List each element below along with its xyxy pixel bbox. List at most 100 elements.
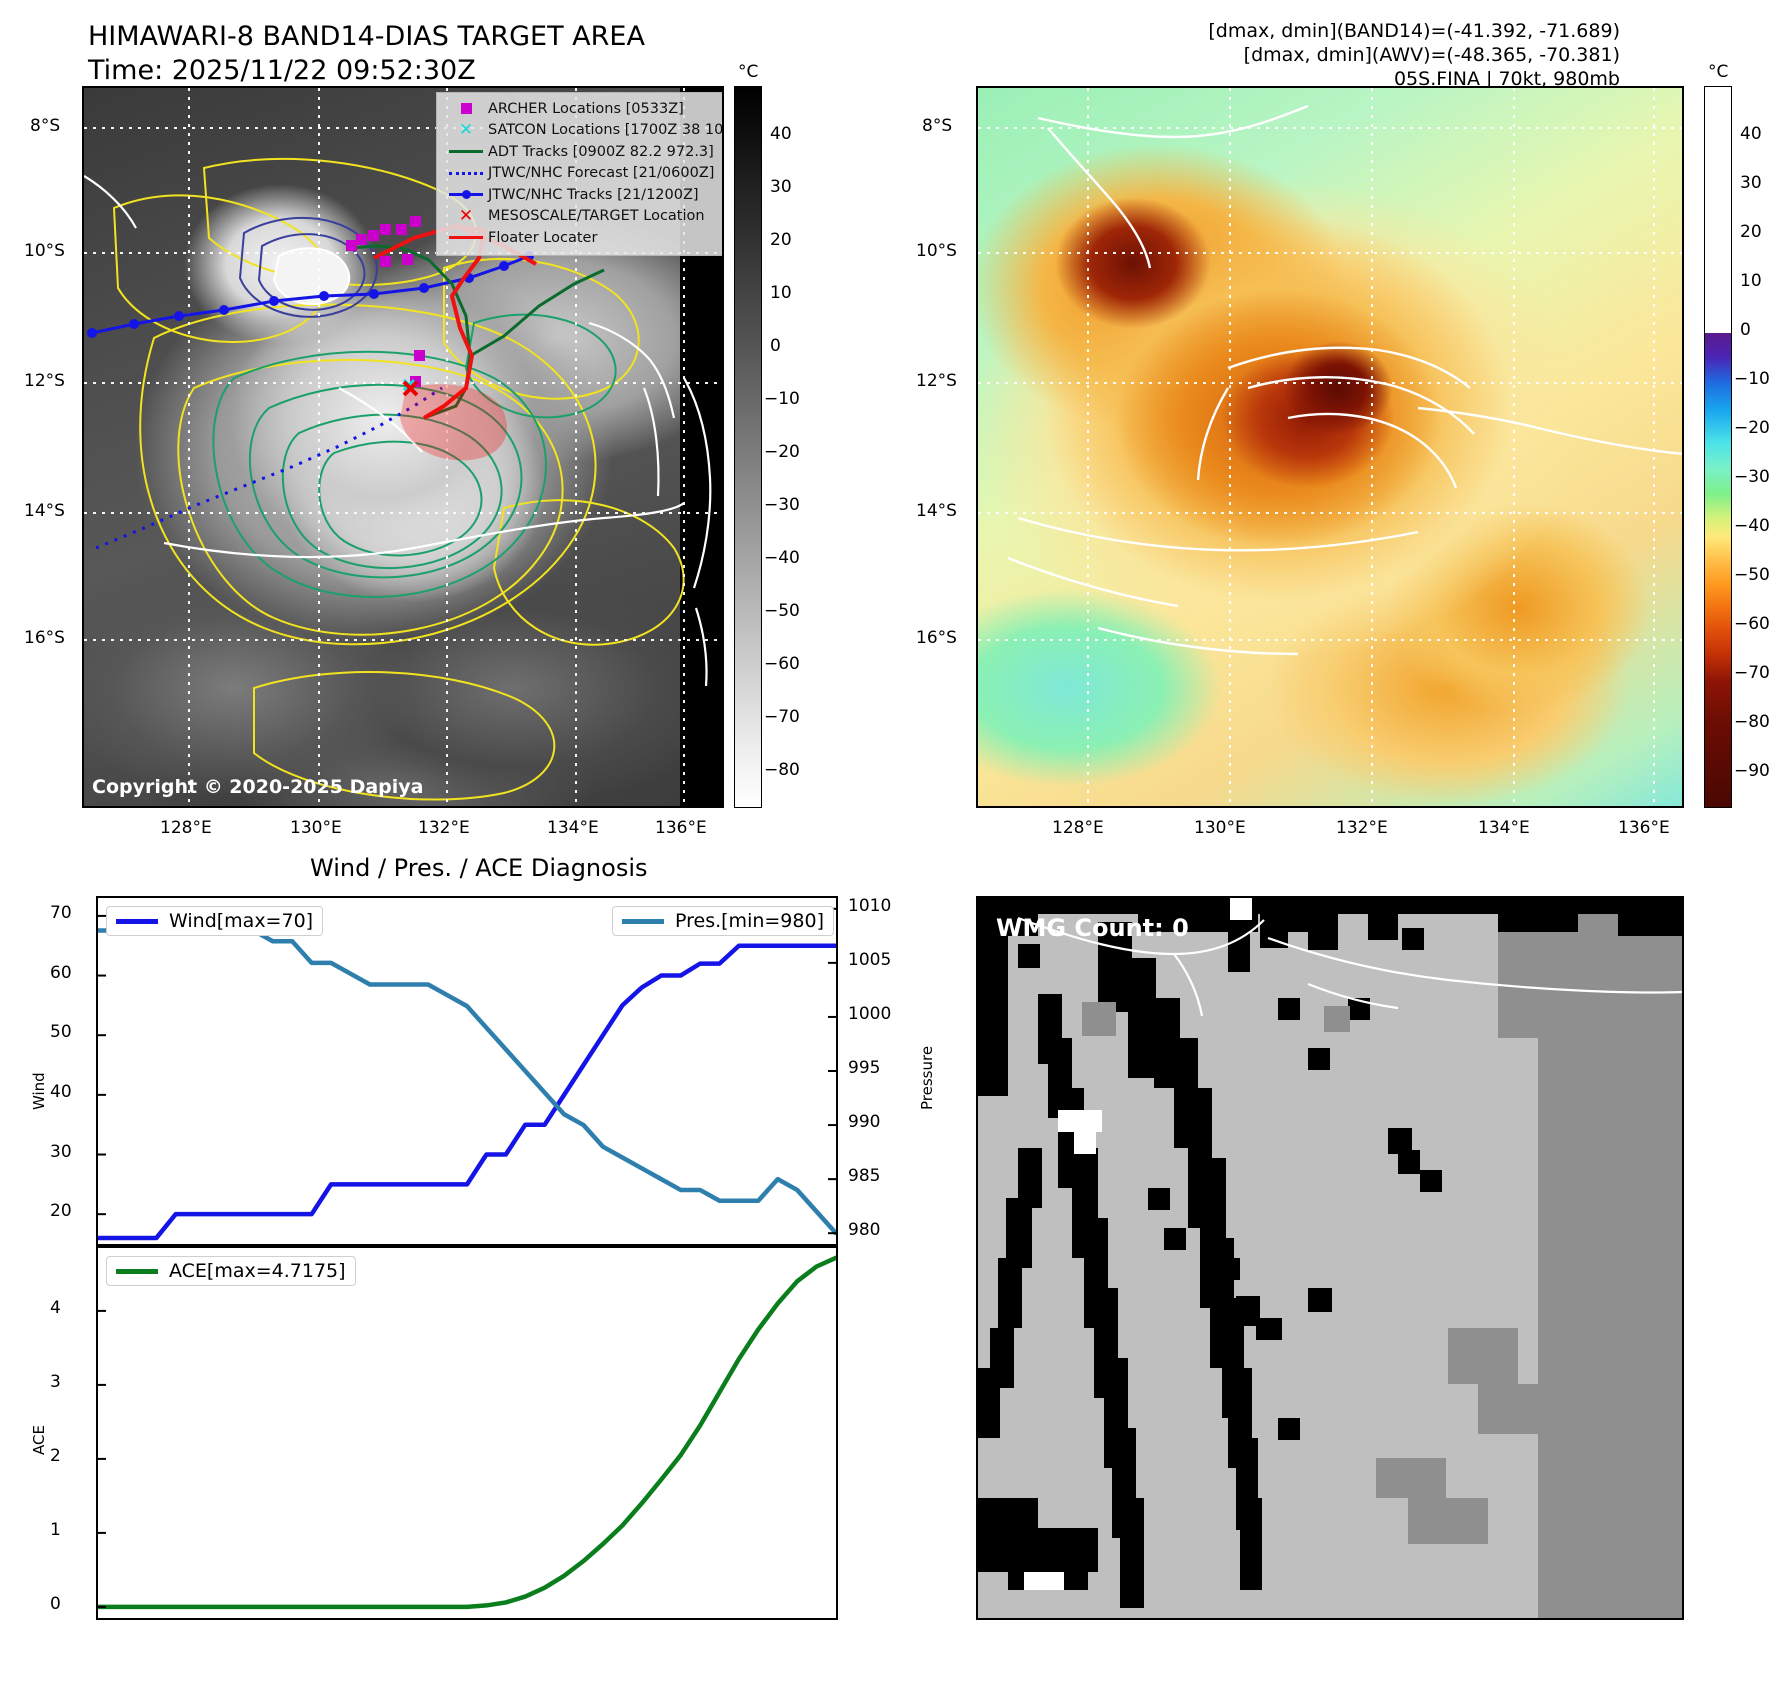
awv-cb-tick-13: −90 bbox=[1734, 761, 1770, 781]
ir-cb-tick-10: −60 bbox=[764, 654, 800, 674]
magenta-square-icon bbox=[444, 103, 488, 115]
awv-lat-tick-1: 10°S bbox=[916, 241, 957, 261]
chart-ytick: 0 bbox=[50, 1593, 61, 1614]
ir-lon-tick-4: 136°E bbox=[655, 818, 707, 838]
awv-cb-tick-6: −20 bbox=[1734, 418, 1770, 438]
wmg-imagery bbox=[978, 898, 1682, 1618]
wind-legend-swatch bbox=[116, 918, 158, 924]
awv-cb-tick-12: −80 bbox=[1734, 712, 1770, 732]
awv-lat-tick-3: 14°S bbox=[916, 501, 957, 521]
diagnosis-title: Wind / Pres. / ACE Diagnosis bbox=[310, 854, 648, 882]
red-line-icon bbox=[444, 236, 488, 240]
ir-panel-time: Time: 2025/11/22 09:52:30Z bbox=[88, 55, 476, 86]
awv-cb-tick-3: 10 bbox=[1740, 271, 1762, 291]
pressure-legend-swatch bbox=[622, 918, 664, 924]
ir-lat-tick-3: 14°S bbox=[24, 501, 65, 521]
chart-y2tick: 1005 bbox=[848, 949, 892, 970]
awv-lon-tick-2: 132°E bbox=[1336, 818, 1388, 838]
ir-cb-tick-9: −50 bbox=[764, 601, 800, 621]
copyright-text: Copyright © 2020-2025 Dapiya bbox=[92, 776, 424, 798]
jtwc-track bbox=[87, 251, 534, 338]
ir-satellite-map[interactable]: ARCHER Locations [0533Z] ✕ SATCON Locati… bbox=[82, 86, 724, 808]
awv-cb-tick-8: −40 bbox=[1734, 516, 1770, 536]
ace-legend-swatch bbox=[116, 1268, 158, 1274]
ace-legend: ACE[max=4.7175] bbox=[106, 1256, 356, 1286]
jtwc-forecast bbox=[95, 386, 443, 550]
awv-header-band14: [dmax, dmin](BAND14)=(-41.392, -71.689) bbox=[1208, 20, 1620, 42]
awv-colorbar bbox=[1704, 86, 1732, 808]
ir-map-legend: ARCHER Locations [0533Z] ✕ SATCON Locati… bbox=[436, 92, 722, 256]
awv-cb-tick-7: −30 bbox=[1734, 467, 1770, 487]
ir-colorbar-unit: °C bbox=[738, 62, 759, 82]
red-x-icon: ✕ bbox=[458, 205, 474, 226]
awv-cb-tick-5: −10 bbox=[1734, 369, 1770, 389]
chart-y2tick: 990 bbox=[848, 1112, 881, 1133]
awv-cb-tick-2: 20 bbox=[1740, 222, 1762, 242]
awv-cb-tick-0: 40 bbox=[1740, 124, 1762, 144]
chart-y2tick: 980 bbox=[848, 1220, 881, 1241]
wmg-count-label: WMG Count: 0 bbox=[996, 914, 1189, 942]
pressure-legend: Pres.[min=980] bbox=[612, 906, 834, 936]
chart-ytick: 3 bbox=[50, 1371, 61, 1392]
awv-satellite-map[interactable] bbox=[976, 86, 1684, 808]
mesoscale-target bbox=[402, 380, 419, 397]
legend-label-mesoscale: MESOSCALE/TARGET Location bbox=[488, 208, 705, 225]
awv-lon-tick-0: 128°E bbox=[1052, 818, 1104, 838]
awv-header-awv: [dmax, dmin](AWV)=(-48.365, -70.381) bbox=[1243, 44, 1620, 66]
legend-label-archer: ARCHER Locations [0533Z] bbox=[488, 100, 684, 117]
ace-chart[interactable] bbox=[96, 1246, 838, 1620]
ir-lon-tick-1: 130°E bbox=[290, 818, 342, 838]
chart-ytick: 30 bbox=[50, 1141, 72, 1162]
legend-row-mesoscale: ✕ MESOSCALE/TARGET Location bbox=[444, 206, 718, 228]
ir-cb-tick-5: −10 bbox=[764, 389, 800, 409]
ir-colorbar bbox=[734, 86, 762, 808]
awv-cb-tick-1: 30 bbox=[1740, 173, 1762, 193]
awv-lat-tick-4: 16°S bbox=[916, 628, 957, 648]
cyan-x-icon: ✕ bbox=[458, 119, 474, 140]
chart-y2tick: 1010 bbox=[848, 895, 892, 916]
wind-axis-label: Wind bbox=[30, 1072, 48, 1110]
chart-ytick: 70 bbox=[50, 902, 72, 923]
chart-ytick: 20 bbox=[50, 1201, 72, 1222]
chart-ytick: 60 bbox=[50, 962, 72, 983]
awv-lon-tick-3: 134°E bbox=[1478, 818, 1530, 838]
awv-overlays bbox=[978, 88, 1682, 806]
awv-cb-tick-10: −60 bbox=[1734, 614, 1770, 634]
ir-lon-tick-2: 132°E bbox=[418, 818, 470, 838]
chart-y2tick: 995 bbox=[848, 1058, 881, 1078]
legend-row-adt: ADT Tracks [0900Z 82.2 972.3] bbox=[444, 141, 718, 163]
awv-lon-tick-1: 130°E bbox=[1194, 818, 1246, 838]
legend-label-floater: Floater Locater bbox=[488, 229, 598, 246]
wmg-map[interactable]: WMG Count: 0 bbox=[976, 896, 1684, 1620]
blue-line-marker-icon bbox=[444, 190, 488, 200]
ir-contours bbox=[84, 88, 722, 806]
legend-label-adt: ADT Tracks [0900Z 82.2 972.3] bbox=[488, 143, 714, 160]
legend-row-floater: Floater Locater bbox=[444, 227, 718, 249]
chart-ytick: 4 bbox=[50, 1297, 61, 1318]
awv-cb-tick-4: 0 bbox=[1740, 320, 1751, 340]
legend-row-jtwc: JTWC/NHC Tracks [21/1200Z] bbox=[444, 184, 718, 206]
legend-row-forecast: JTWC/NHC Forecast [21/0600Z] bbox=[444, 163, 718, 185]
chart-ytick: 40 bbox=[50, 1081, 72, 1102]
ir-lat-tick-0: 8°S bbox=[30, 116, 61, 136]
ir-cb-tick-1: 30 bbox=[770, 177, 792, 197]
legend-row-satcon: ✕ SATCON Locations [1700Z 38 1000] bbox=[444, 119, 722, 142]
ir-lat-tick-4: 16°S bbox=[24, 628, 65, 648]
wind-pressure-chart[interactable] bbox=[96, 896, 838, 1246]
ir-lat-tick-2: 12°S bbox=[24, 371, 65, 391]
ir-panel-title: HIMAWARI-8 BAND14-DIAS TARGET AREA bbox=[88, 21, 645, 52]
awv-lon-tick-4: 136°E bbox=[1618, 818, 1670, 838]
ir-lon-tick-0: 128°E bbox=[160, 818, 212, 838]
ir-cb-tick-3: 10 bbox=[770, 283, 792, 303]
chart-y2tick: 985 bbox=[848, 1166, 881, 1187]
legend-label-jtwc: JTWC/NHC Tracks [21/1200Z] bbox=[488, 186, 699, 203]
awv-imagery bbox=[978, 88, 1682, 806]
awv-colorbar-unit: °C bbox=[1708, 62, 1729, 82]
awv-lat-tick-0: 8°S bbox=[922, 116, 953, 136]
pressure-axis-label: Pressure bbox=[918, 1045, 936, 1110]
chart-y2tick: 1000 bbox=[848, 1003, 892, 1024]
adt-track bbox=[351, 244, 472, 420]
ir-cb-tick-6: −20 bbox=[764, 442, 800, 462]
legend-row-archer: ARCHER Locations [0533Z] bbox=[444, 98, 718, 120]
